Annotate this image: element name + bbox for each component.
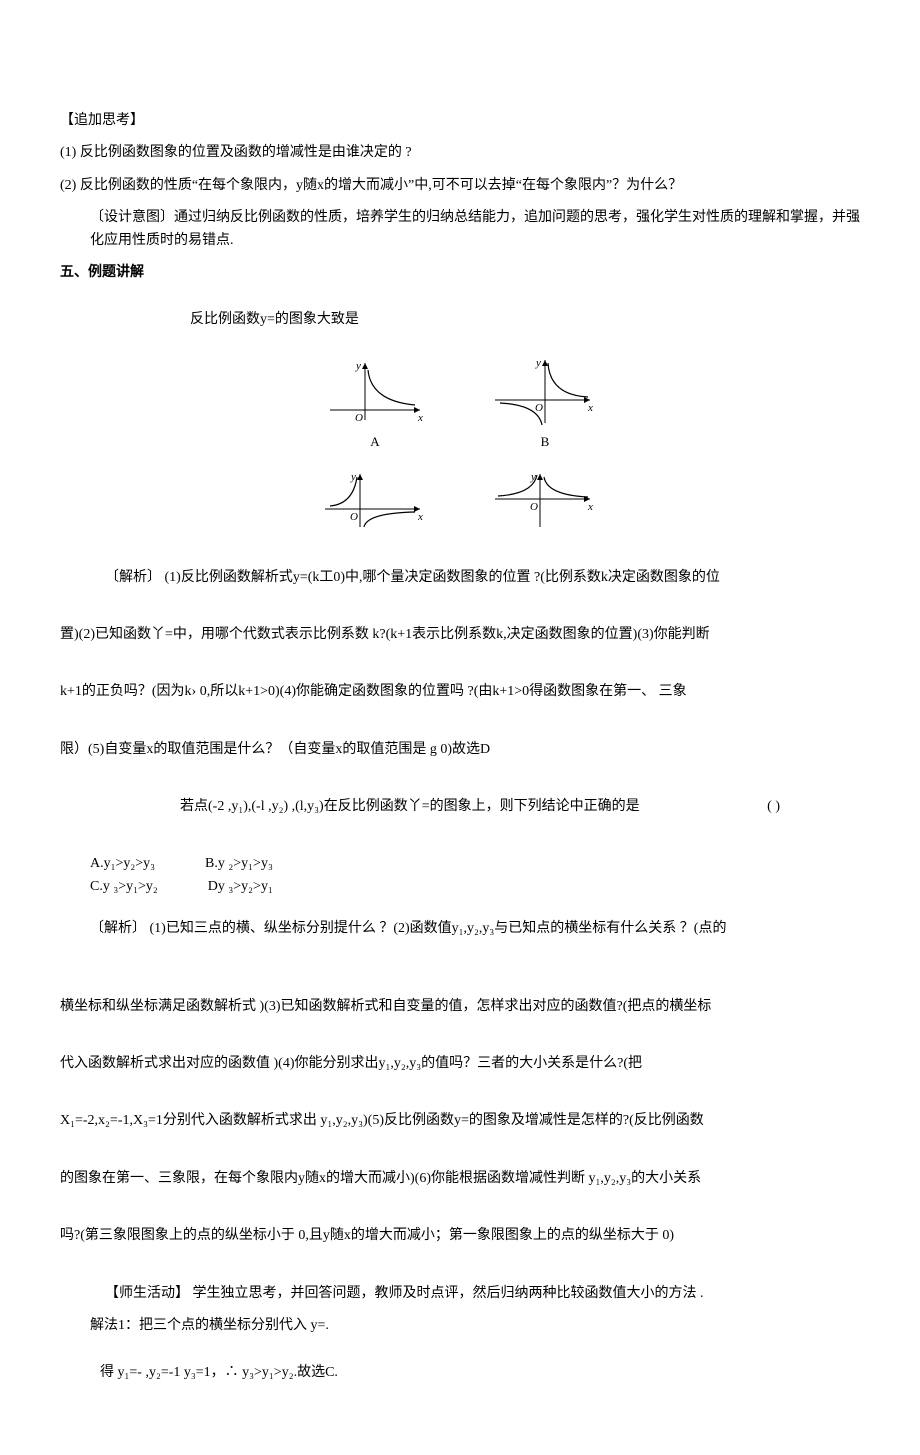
chart-A-svg: y x O xyxy=(320,355,430,430)
svg-text:y: y xyxy=(350,471,356,483)
ex2-an-1: 〔解析〕 (1)已知三点的横、纵坐标分别提什么 ？(2)函数值y₁,y₂,y₃与… xyxy=(90,918,860,940)
ex1-analysis-2: 置)(2)已知函数丫=中，用哪个代数式表示比例系数 k?(k+1表示比例系数k,… xyxy=(60,624,860,646)
svg-text:y: y xyxy=(535,357,541,369)
ex1-analysis-4: 限）(5)自变量x的取值范围是什么？（自变量x的取值范围是 g 0)故选D xyxy=(60,739,860,761)
chart-B-label: B xyxy=(541,432,550,453)
svg-text:O: O xyxy=(535,402,543,414)
ex1-analysis-3: k+1的正负吗？(因为k› 0,所以k+1>0)(4)你能确定函数图象的位置吗 … xyxy=(60,681,860,703)
chart-A-label: A xyxy=(370,432,379,453)
ex2-options-row1: A.y₁>y₂>y₃ B.y ₂>y₁>y₃ xyxy=(90,853,860,875)
example1-charts: y x O A y x O B xyxy=(60,347,860,542)
chart-C-svg: y x O xyxy=(320,469,430,534)
svg-text:O: O xyxy=(355,412,363,424)
ex2-an-5: 的图象在第一、三象限，在每个象限内y随x的增大而减小)(6)你能根据函数增减性判… xyxy=(60,1168,860,1190)
chart-A: y x O A xyxy=(320,355,430,453)
ex2-question: 若点(-2 ,y₁),(-l ,y₂) ,(l,y₃)在反比例函数丫=的图象上，… xyxy=(180,796,860,818)
svg-text:x: x xyxy=(417,412,423,424)
chart-row-2: y x O y x O xyxy=(320,469,600,534)
example1-intro: 反比例函数y=的图象大致是 xyxy=(190,309,860,331)
ex2-an-4: X₁=-2,x₂=-1,X₃=1分别代入函数解析式求出 y₁,y₂,y₃)(5)… xyxy=(60,1110,860,1132)
extra-think-item-1: (1) 反比例函数图象的位置及函数的增减性是由谁决定的 ? xyxy=(60,142,860,164)
svg-text:x: x xyxy=(417,511,423,523)
section-5-title: 五、例题讲解 xyxy=(60,262,860,284)
ex2-q-text: 若点(-2 ,y₁),(-l ,y₂) ,(l,y₃)在反比例函数丫=的图象上，… xyxy=(180,796,640,818)
option-B: B.y ₂>y₁>y₃ xyxy=(205,853,273,875)
solution-1b: 得 y₁=- ,y₂=-1 y₃=1，∴ y₃>y₁>y₂.故选C. xyxy=(100,1362,860,1384)
svg-text:x: x xyxy=(587,501,593,513)
ex2-an-6: 吗?(第三象限图象上的点的纵坐标小于 0,且y随x的增大而减小；第一象限图象上的… xyxy=(60,1225,860,1247)
extra-think-title: 【追加思考】 xyxy=(60,110,860,132)
option-D: Dy ₃>y₂>y₁ xyxy=(208,876,273,898)
chart-row-1: y x O A y x O B xyxy=(320,355,600,453)
option-A: A.y₁>y₂>y₃ xyxy=(90,853,155,875)
svg-text:y: y xyxy=(355,360,361,372)
option-C: C.y ₃>y₁>y₂ xyxy=(90,876,158,898)
chart-D-svg: y x O xyxy=(490,469,600,534)
chart-B: y x O B xyxy=(490,355,600,453)
ex2-an-2: 横坐标和纵坐标满足函数解析式 )(3)已知函数解析式和自变量的值，怎样求出对应的… xyxy=(60,996,860,1018)
svg-text:x: x xyxy=(587,402,593,414)
svg-text:O: O xyxy=(530,501,538,513)
teacher-activity: 【师生活动】 学生独立思考，并回答问题，教师及时点评，然后归纳两种比较函数值大小… xyxy=(105,1283,860,1305)
solution-1a: 解法1：把三个点的横坐标分别代入 y=. xyxy=(90,1315,860,1337)
ex2-q-paren: ( ) xyxy=(767,796,860,818)
extra-think-item-2: (2) 反比例函数的性质“在每个象限内，y随x的增大而减小”中,可不可以去掉“在… xyxy=(60,175,860,197)
ex1-analysis-1: 〔解析〕 (1)反比例函数解析式y=(k工0)中,哪个量决定函数图象的位置 ?(… xyxy=(105,567,860,589)
chart-D: y x O xyxy=(490,469,600,534)
ex2-an-3: 代入函数解析式求出对应的函数值 )(4)你能分别求出y₁,y₂,y₃的值吗？三者… xyxy=(60,1053,860,1075)
chart-B-svg: y x O xyxy=(490,355,600,430)
ex2-options-row2: C.y ₃>y₁>y₂ Dy ₃>y₂>y₁ xyxy=(90,876,860,898)
design-intent: 〔设计意图〕通过归纳反比例函数的性质，培养学生的归纳总结能力，追加问题的思考，强… xyxy=(90,207,860,252)
svg-text:O: O xyxy=(350,511,358,523)
chart-C: y x O xyxy=(320,469,430,534)
